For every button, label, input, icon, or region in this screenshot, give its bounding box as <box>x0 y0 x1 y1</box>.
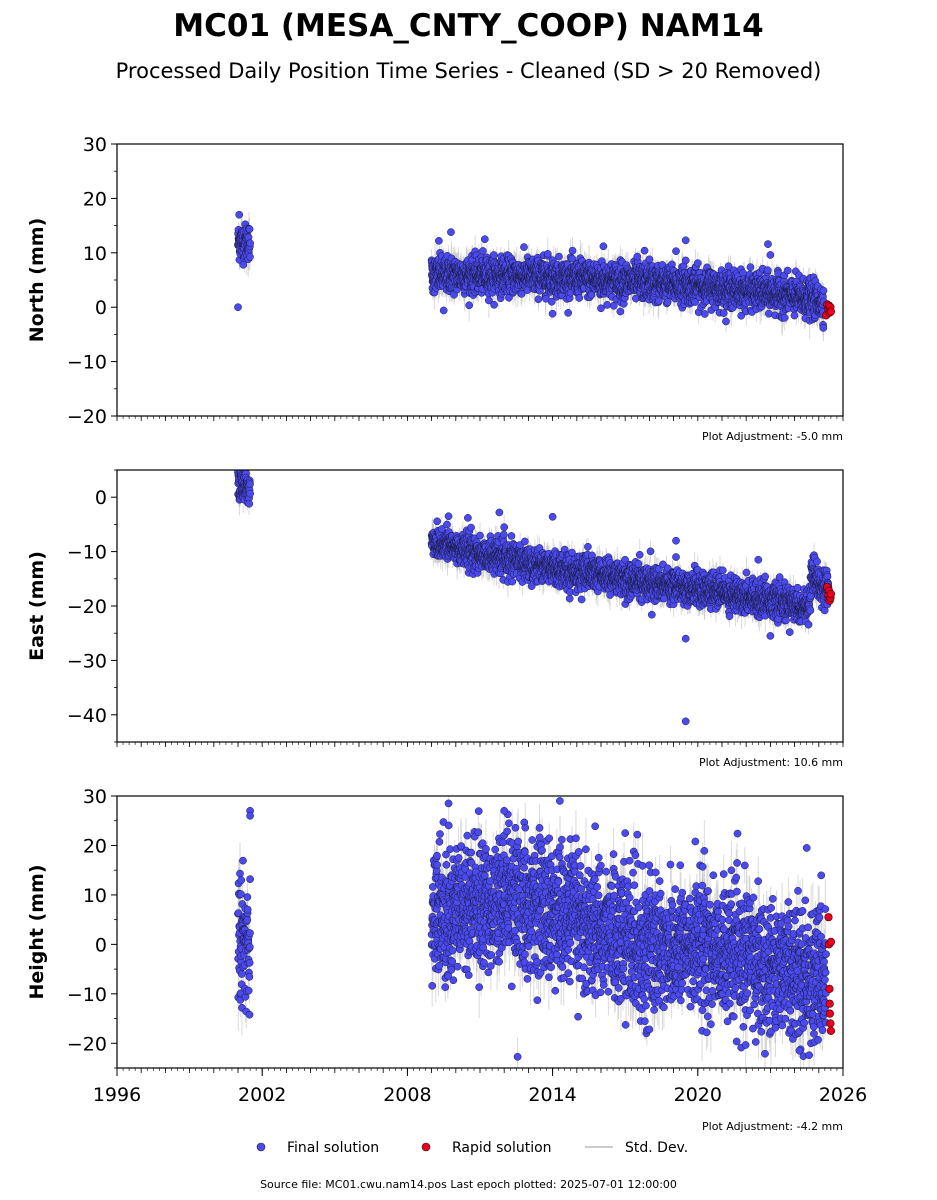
final-point <box>766 251 775 259</box>
final-point <box>568 246 577 255</box>
final-point <box>599 242 608 251</box>
final-point <box>520 243 528 251</box>
final-point <box>763 266 772 275</box>
final-point <box>517 290 526 298</box>
final-point <box>543 250 552 258</box>
final-point <box>654 297 663 305</box>
final-point <box>246 239 254 248</box>
ytick-label: 10 <box>83 243 107 265</box>
final-point <box>478 247 487 255</box>
final-point <box>239 260 248 269</box>
final-point <box>609 301 618 310</box>
final-point <box>681 236 690 245</box>
plot-area <box>234 470 836 726</box>
final-point <box>616 307 625 316</box>
final-point <box>547 297 556 306</box>
final-point <box>783 266 792 275</box>
final-point <box>568 254 576 263</box>
final-point <box>548 309 557 318</box>
final-point <box>484 296 493 305</box>
final-point <box>575 294 584 302</box>
ytick-label: 20 <box>83 188 107 210</box>
final-point <box>663 298 672 306</box>
final-point <box>234 303 242 312</box>
final-point <box>746 263 755 272</box>
final-point <box>447 228 455 236</box>
final-point <box>245 225 254 234</box>
final-point <box>465 301 474 310</box>
figure-title: MC01 (MESA_CNTY_COOP) NAM14 <box>173 8 763 44</box>
final-point <box>587 291 596 299</box>
plot-area <box>234 210 836 342</box>
final-point <box>435 236 443 245</box>
final-point <box>246 252 254 261</box>
figure-subtitle: Processed Daily Position Time Series - C… <box>116 59 822 83</box>
final-point <box>719 309 728 317</box>
final-point <box>489 251 498 259</box>
ytick-label: 30 <box>83 134 107 156</box>
y-axis-label: North (mm) <box>26 218 48 343</box>
panel-1: −20 −10 0 10 20 30 North (mm) Plot Adjustment: … <box>26 134 844 443</box>
final-point <box>480 235 489 244</box>
final-point <box>640 246 649 255</box>
final-point <box>633 252 642 261</box>
final-point <box>790 311 799 320</box>
ytick-label: −10 <box>67 352 107 374</box>
final-point <box>645 255 654 264</box>
final-point <box>722 317 730 326</box>
final-point <box>597 304 605 313</box>
final-point <box>780 313 789 322</box>
final-point <box>819 286 828 295</box>
plot-adjustment-note: Plot Adjustment: -5.0 mm <box>702 430 843 443</box>
final-point <box>534 295 543 304</box>
final-point <box>819 324 828 332</box>
final-point <box>672 247 680 256</box>
final-point <box>235 210 244 219</box>
final-point <box>490 300 498 309</box>
final-point <box>564 309 572 317</box>
ytick-label: −20 <box>67 406 107 428</box>
final-point <box>555 252 563 261</box>
final-point <box>439 306 448 315</box>
ytick-label: 0 <box>95 297 107 319</box>
final-point <box>681 256 690 265</box>
final-point <box>764 240 772 248</box>
final-point <box>700 310 709 318</box>
final-point <box>693 259 702 268</box>
panels-group: −20 −10 0 10 20 30 North (mm) Plot Adjustment: … <box>26 134 867 1133</box>
rapid-point <box>826 307 836 316</box>
